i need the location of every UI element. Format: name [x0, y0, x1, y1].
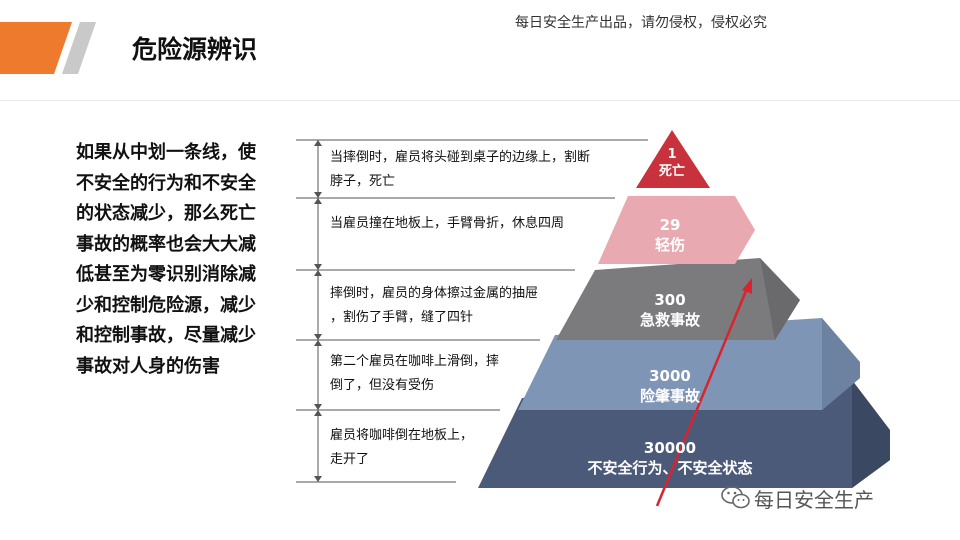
pyramid-2-label: 轻伤	[654, 236, 685, 254]
pyramid-label-3: 300 急救事故	[612, 290, 728, 330]
note-5-line-2: 走开了	[330, 452, 370, 467]
pyramid-label-5: 30000 不安全行为、不安全状态	[560, 438, 780, 478]
title-accent-gray	[62, 22, 96, 74]
pyramid-label-4: 3000 险肇事故	[608, 366, 732, 406]
pyramid-5-count: 30000	[643, 439, 697, 457]
note-level-3: 摔倒时，雇员的身体擦过金属的抽屉 ，割伤了手臂，缝了四针	[330, 282, 538, 330]
note-level-5: 雇员将咖啡倒在地板上， 走开了	[330, 424, 473, 472]
copyright-watermark: 每日安全生产出品，请勿侵权，侵权必究	[515, 15, 767, 31]
pyramid-4-label: 险肇事故	[639, 387, 700, 405]
pyramid-label-1: 1 死亡	[636, 146, 708, 180]
note-2-line-1: 当雇员撞在地板上，手臂骨折，休息四周	[330, 216, 565, 231]
note-5-line-1: 雇员将咖啡倒在地板上，	[330, 428, 474, 443]
note-3-line-1: 摔倒时，雇员的身体擦过金属的抽屉	[330, 286, 539, 301]
pyramid-label-2: 29 轻伤	[628, 215, 712, 255]
pyramid-3-label: 急救事故	[639, 311, 700, 329]
note-1-line-2: 脖子，死亡	[330, 174, 396, 189]
brand-name: 每日安全生产	[754, 488, 874, 512]
pyramid-level-5-side	[852, 380, 890, 488]
summary-paragraph: 如果从中划一条线，使不安全的行为和不安全的状态减少，那么死亡事故的概率也会大大减…	[76, 142, 256, 377]
note-3-line-2: ，割伤了手臂，缝了四针	[330, 310, 474, 325]
pyramid-level-4-side	[822, 318, 860, 410]
page-title: 危险源辨识	[132, 35, 258, 64]
trend-arrow-line	[655, 285, 750, 507]
note-level-4: 第二个雇员在咖啡上滑倒，摔 倒了，但没有受伤	[330, 350, 499, 398]
note-level-2: 当雇员撞在地板上，手臂骨折，休息四周	[330, 212, 564, 236]
pyramid-3-count: 300	[654, 291, 686, 309]
note-4-line-2: 倒了，但没有受伤	[330, 378, 435, 393]
pyramid-level-3	[556, 258, 800, 340]
title-accent-bar	[0, 22, 96, 74]
pyramid-level-4	[518, 318, 860, 410]
pyramid-2-count: 29	[659, 216, 681, 234]
pyramid-level-3-side	[760, 258, 800, 340]
pyramid-level-1	[636, 130, 710, 188]
trend-arrow-head	[742, 278, 752, 294]
wechat-icon	[721, 486, 750, 509]
note-level-1: 当摔倒时，雇员将头碰到桌子的边缘上，割断 脖子，死亡	[330, 146, 590, 194]
title-divider	[0, 100, 960, 101]
pyramid-5-label: 不安全行为、不安全状态	[587, 459, 753, 477]
note-1-line-1: 当摔倒时，雇员将头碰到桌子的边缘上，割断	[330, 150, 591, 165]
pyramid-4-count: 3000	[649, 367, 691, 385]
pyramid-1-count: 1	[667, 147, 677, 162]
pyramid-level-2	[598, 196, 755, 264]
note-4-line-1: 第二个雇员在咖啡上滑倒，摔	[330, 354, 500, 369]
pyramid-1-label: 死亡	[658, 164, 685, 179]
title-accent-orange	[0, 22, 72, 74]
